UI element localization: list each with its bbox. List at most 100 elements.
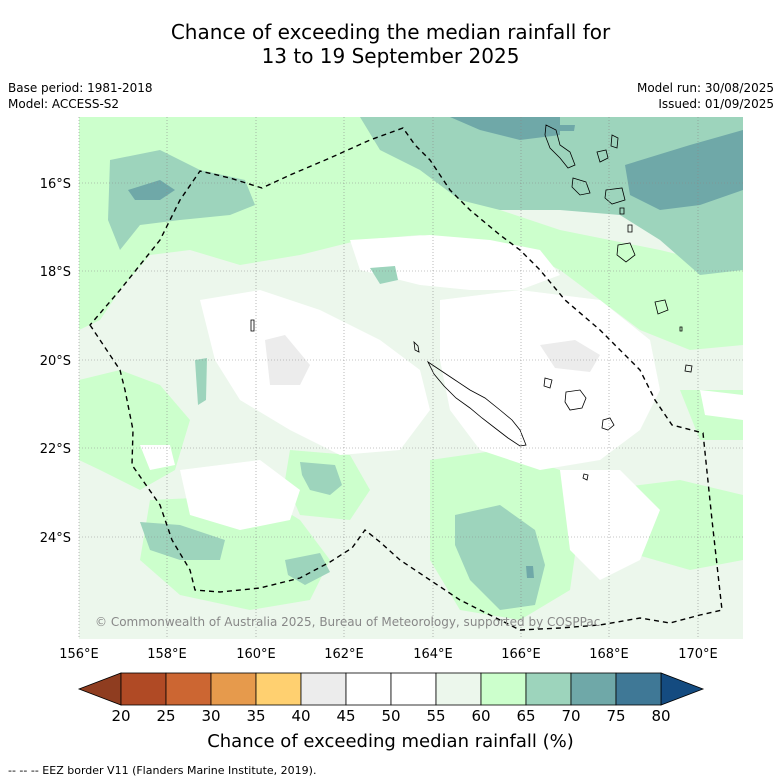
island-ouvea (543, 377, 553, 389)
field-45-50-central (265, 335, 310, 385)
lon-tick-162: 162°E (324, 647, 364, 662)
probability-fields (79, 117, 743, 639)
field-70-75-west (128, 180, 175, 200)
colorbar-cell (345, 672, 392, 706)
island-chesterfield (250, 319, 255, 332)
island-hunter (679, 326, 683, 332)
cb-tick-20: 20 (111, 707, 130, 725)
longitude-labels: 156°E 158°E 160°E 162°E 164°E 166°E 168°… (59, 647, 718, 662)
lon-tick-166: 166°E (501, 647, 541, 662)
colorbar-cell (525, 672, 572, 706)
field-65-70-central (300, 462, 342, 495)
cb-tick-70: 70 (561, 707, 580, 725)
island-tanna (654, 299, 669, 315)
cb-tick-35: 35 (246, 707, 265, 725)
field-50-55-southwest (180, 460, 300, 530)
field-65-70-small (285, 553, 330, 585)
field-50-55-southeast (560, 470, 660, 580)
field-70-75-small (557, 125, 575, 131)
island-efate (604, 187, 626, 205)
colorbar-cell (615, 672, 662, 706)
coastlines (250, 124, 693, 481)
lat-tick-16: 16°S (40, 177, 71, 192)
colorbar: 20 25 30 35 40 45 50 55 60 65 70 75 80 (77, 672, 705, 725)
field-50-55-small (140, 445, 175, 470)
field-60-65-southwest (140, 495, 330, 610)
field-60-65-north (79, 117, 743, 350)
colorbar-cell (570, 672, 617, 706)
cb-tick-75: 75 (606, 707, 625, 725)
field-45-50-east (540, 340, 600, 372)
issued-date: Issued: 01/09/2025 (658, 97, 774, 111)
meta-left: Base period: 1981-2018 Model: ACCESS-S2 (8, 80, 153, 112)
island-ambae (596, 149, 609, 163)
cb-tick-45: 45 (336, 707, 355, 725)
colorbar-cell (165, 672, 212, 706)
lon-tick-170: 170°E (678, 647, 718, 662)
island-aniwa (627, 224, 633, 233)
lat-tick-22: 22°S (40, 442, 71, 457)
island-malakula (571, 177, 591, 196)
field-65-70-dot (370, 266, 398, 284)
lon-tick-164: 164°E (413, 647, 453, 662)
cb-tick-25: 25 (156, 707, 175, 725)
island-matthew (684, 364, 693, 373)
island-espiritu-santo (544, 124, 576, 169)
island-small-vanuatu (619, 207, 625, 215)
island-belep (413, 340, 420, 353)
chart-title: Chance of exceeding the median rainfall … (0, 20, 781, 68)
lon-tick-160: 160°E (236, 647, 276, 662)
base-period: Base period: 1981-2018 (8, 81, 153, 95)
model-name: Model: ACCESS-S2 (8, 97, 120, 111)
colorbar-cell (480, 672, 527, 706)
colorbar-label: Chance of exceeding median rainfall (%) (207, 731, 574, 752)
colorbar-cells (120, 672, 662, 706)
field-50-55-north (350, 235, 560, 290)
meta-right: Model run: 30/08/2025 Issued: 01/09/2025 (637, 80, 774, 112)
lat-tick-24: 24°S (40, 531, 71, 546)
cb-tick-50: 50 (381, 707, 400, 725)
latitude-labels: 16°S 18°S 20°S 22°S 24°S (40, 177, 71, 546)
colorbar-ticks: 20 25 30 35 40 45 50 55 60 65 70 75 80 (111, 707, 670, 725)
field-65-70-southwest (140, 522, 225, 560)
cb-tick-80: 80 (651, 707, 670, 725)
island-walpole (582, 473, 589, 481)
colorbar-under-arrow (77, 672, 122, 706)
field-70-75-north (450, 117, 560, 140)
lon-tick-158: 158°E (147, 647, 187, 662)
colorbar-cell (120, 672, 167, 706)
colorbar-cell (210, 672, 257, 706)
field-65-70-south (455, 505, 545, 610)
lat-tick-20: 20°S (40, 354, 71, 369)
island-lifou (564, 389, 587, 411)
cb-tick-40: 40 (291, 707, 310, 725)
island-maewo (610, 134, 619, 149)
colorbar-cell (255, 672, 302, 706)
field-65-70-northeast (360, 117, 743, 275)
eez-legend: -- -- -- EEZ border V11 (Flanders Marine… (8, 764, 317, 777)
colorbar-cell (390, 672, 437, 706)
model-run: Model run: 30/08/2025 (636, 81, 774, 95)
field-50-55-east (440, 290, 660, 470)
field-70-75-east (625, 130, 743, 210)
cb-tick-30: 30 (201, 707, 220, 725)
cb-tick-55: 55 (426, 707, 445, 725)
colorbar-cell (300, 672, 347, 706)
title-line-1: Chance of exceeding the median rainfall … (170, 20, 611, 44)
copyright-text: © Commonwealth of Australia 2025, Bureau… (95, 615, 600, 629)
title-line-2: 13 to 19 September 2025 (261, 44, 520, 68)
field-50-55-central (200, 290, 430, 455)
field-65-70-narrow (195, 358, 207, 405)
lon-tick-156: 156°E (59, 647, 99, 662)
cb-tick-65: 65 (516, 707, 535, 725)
graticule (78, 117, 743, 639)
lat-tick-18: 18°S (40, 265, 71, 280)
lon-tick-168: 168°E (589, 647, 629, 662)
cb-tick-60: 60 (471, 707, 490, 725)
field-50-55-edge (700, 390, 743, 420)
island-erromango (616, 242, 636, 263)
colorbar-over-arrow (660, 672, 705, 706)
new-caledonia-island (426, 360, 527, 447)
island-mare (601, 417, 615, 431)
